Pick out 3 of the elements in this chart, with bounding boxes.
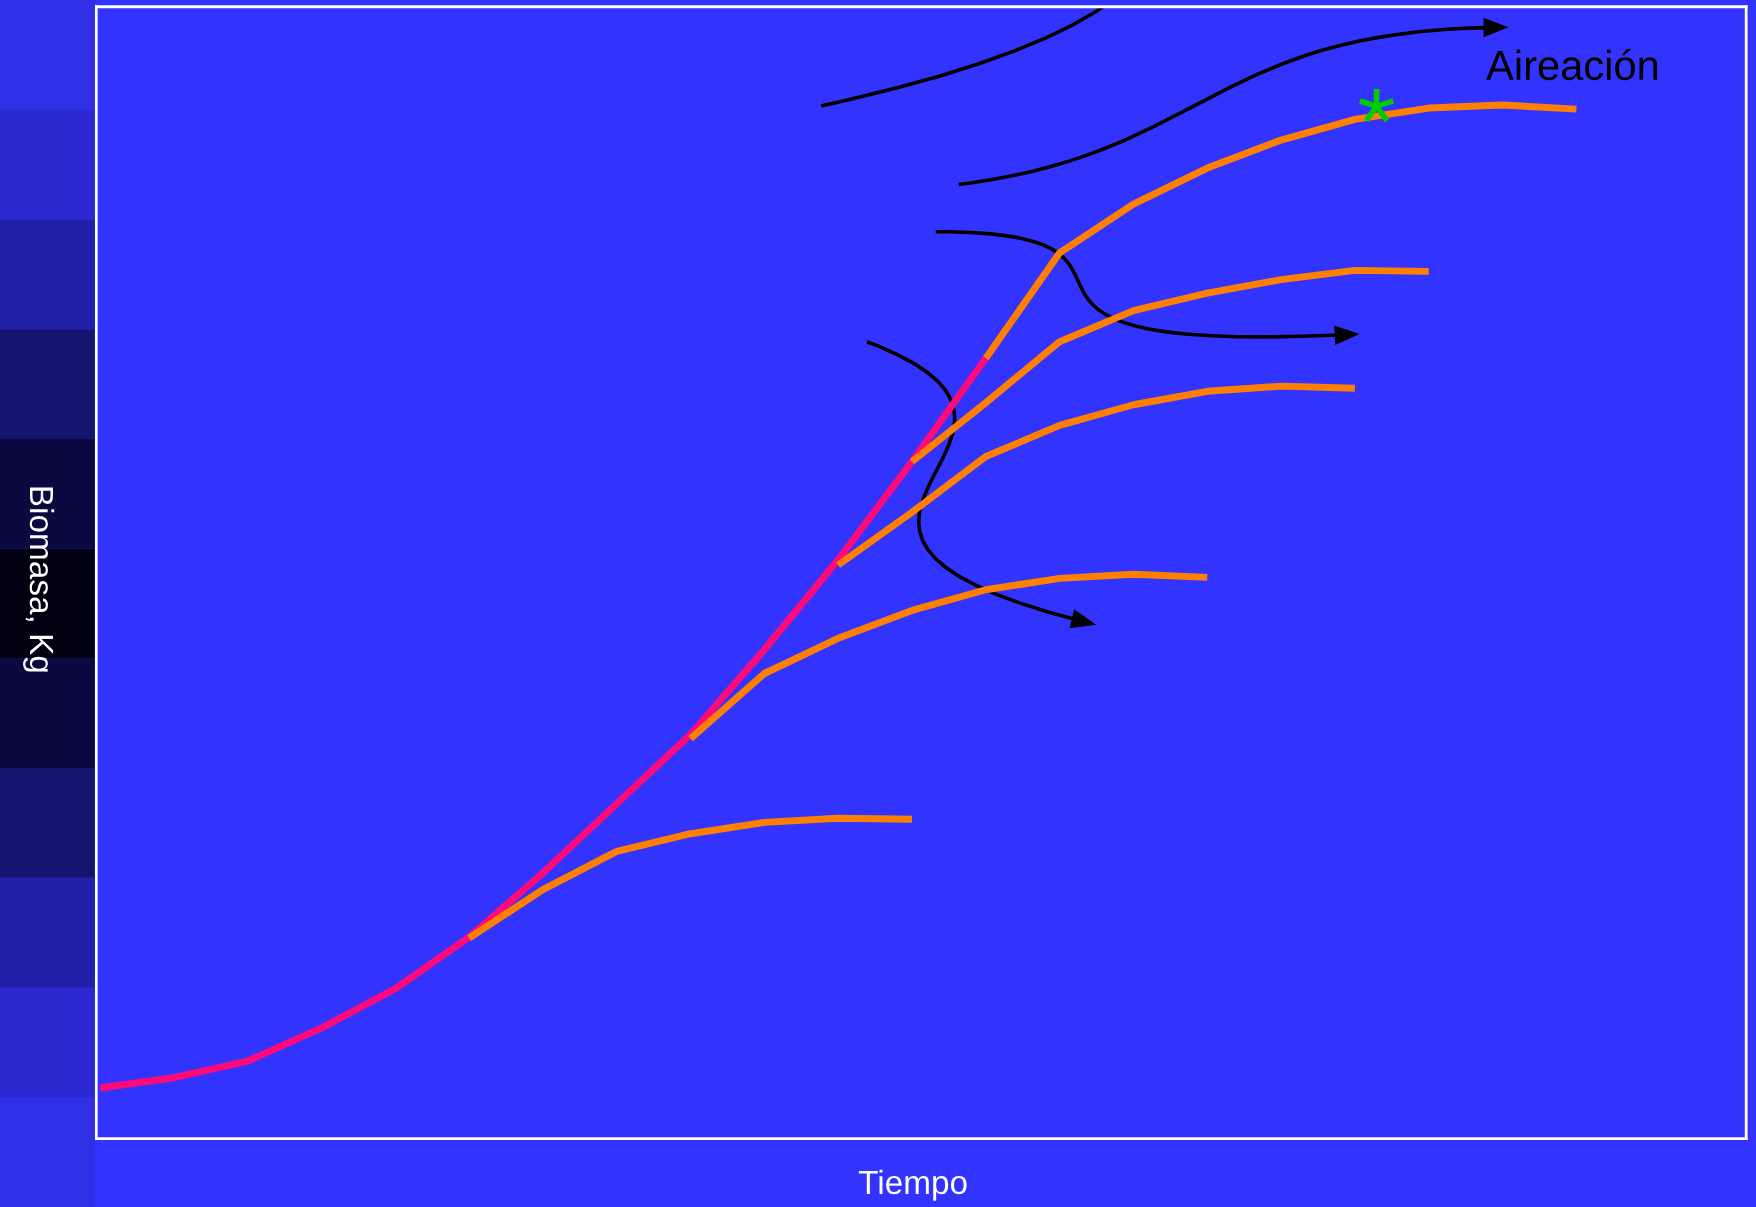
x-axis-title: Tiempo (858, 1169, 967, 1201)
text: Aireación (1486, 49, 1658, 81)
y-axis-title: Biomasa, Kg (23, 487, 55, 672)
